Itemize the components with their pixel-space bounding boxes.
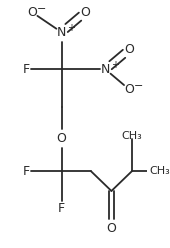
- Text: F: F: [58, 202, 65, 215]
- Text: O: O: [57, 132, 66, 145]
- Text: +: +: [67, 23, 75, 33]
- Text: N: N: [57, 26, 66, 39]
- Text: O: O: [80, 6, 90, 19]
- Text: O: O: [27, 6, 37, 19]
- Text: −: −: [37, 4, 46, 14]
- Text: +: +: [111, 60, 119, 70]
- Text: O: O: [106, 222, 116, 235]
- Text: N: N: [101, 63, 110, 76]
- Text: F: F: [23, 63, 30, 76]
- Text: −: −: [133, 81, 143, 91]
- Text: CH₃: CH₃: [150, 166, 170, 176]
- Text: O: O: [124, 83, 134, 96]
- Text: O: O: [124, 43, 134, 56]
- Text: CH₃: CH₃: [122, 131, 142, 141]
- Text: F: F: [23, 165, 30, 178]
